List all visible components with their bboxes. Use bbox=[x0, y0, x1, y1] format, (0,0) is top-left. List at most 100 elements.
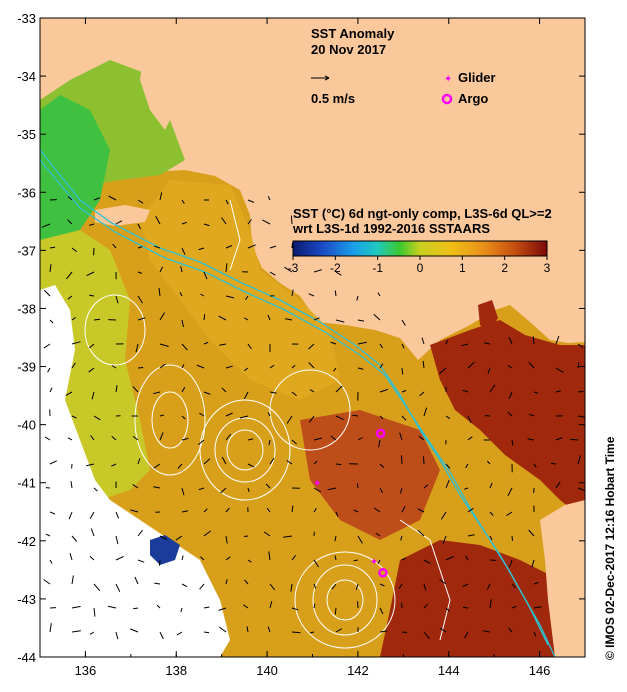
current-vector bbox=[511, 535, 513, 541]
current-vector bbox=[313, 437, 323, 441]
current-vector bbox=[357, 341, 367, 345]
current-vector bbox=[130, 628, 139, 633]
current-vector bbox=[219, 343, 227, 346]
current-vector bbox=[243, 391, 249, 400]
current-vector bbox=[423, 603, 429, 609]
x-tick-label: 146 bbox=[529, 663, 551, 678]
current-vector bbox=[286, 460, 293, 465]
current-vector bbox=[577, 487, 585, 492]
anomaly-hot-region-east bbox=[430, 320, 585, 520]
current-vector bbox=[199, 412, 205, 417]
current-vector bbox=[247, 559, 252, 563]
current-vector bbox=[181, 386, 186, 393]
current-vector bbox=[401, 367, 404, 375]
current-vector bbox=[399, 487, 403, 494]
current-vector bbox=[532, 336, 535, 345]
current-vector bbox=[159, 414, 165, 417]
current-vector bbox=[86, 271, 95, 277]
current-vector bbox=[203, 530, 212, 537]
current-vector bbox=[71, 247, 78, 253]
current-vector bbox=[199, 583, 205, 590]
current-vector bbox=[88, 367, 95, 373]
current-vector bbox=[379, 487, 383, 494]
eddy-contours bbox=[84, 199, 451, 649]
x-tick-label: 138 bbox=[165, 663, 187, 678]
current-vector bbox=[462, 583, 469, 588]
current-vector bbox=[132, 386, 139, 393]
current-vector bbox=[401, 343, 405, 349]
current-vector bbox=[112, 243, 117, 249]
current-vector bbox=[487, 367, 491, 374]
y-tick-label: -40 bbox=[17, 418, 36, 433]
current-vector bbox=[71, 575, 74, 585]
current-vector bbox=[440, 511, 447, 520]
anomaly-green-gulf bbox=[40, 95, 110, 245]
current-vector bbox=[90, 528, 95, 537]
current-vector bbox=[269, 457, 275, 465]
current-vector bbox=[159, 343, 169, 347]
current-vector bbox=[43, 343, 51, 349]
argo-marker bbox=[375, 428, 386, 439]
current-vector bbox=[137, 223, 141, 230]
current-vector bbox=[153, 486, 161, 489]
current-vector bbox=[291, 505, 294, 513]
current-vector bbox=[423, 583, 427, 591]
current-vector bbox=[181, 555, 184, 561]
current-vector bbox=[71, 341, 81, 345]
current-vector bbox=[155, 215, 161, 225]
current-vector bbox=[291, 439, 297, 445]
current-vector bbox=[489, 384, 496, 393]
current-vector bbox=[198, 247, 205, 251]
current-vector bbox=[373, 507, 381, 513]
current-vector bbox=[375, 532, 381, 537]
current-vector bbox=[309, 415, 315, 423]
y-tick-label: -38 bbox=[17, 301, 36, 316]
current-vector bbox=[401, 602, 403, 609]
current-vector bbox=[159, 363, 166, 369]
current-vector bbox=[218, 315, 227, 321]
current-vector bbox=[181, 510, 189, 513]
current-vector bbox=[67, 219, 73, 225]
current-vector bbox=[268, 551, 271, 561]
current-vector bbox=[423, 407, 428, 417]
current-vector bbox=[45, 533, 51, 537]
current-vector bbox=[379, 583, 385, 587]
current-vector bbox=[89, 511, 95, 519]
current-vector bbox=[511, 605, 517, 609]
land-king-island bbox=[478, 300, 498, 332]
current-vector bbox=[159, 192, 163, 201]
current-vector bbox=[181, 221, 188, 225]
current-vector bbox=[313, 317, 320, 321]
current-vector bbox=[577, 362, 580, 369]
current-vector bbox=[71, 535, 78, 542]
current-vector bbox=[269, 391, 277, 394]
current-vector bbox=[290, 583, 293, 592]
current-vector bbox=[203, 271, 208, 280]
current-vector bbox=[181, 437, 189, 441]
y-axis: -33-34-35-36-37-38-39-40-41-42-43-44 bbox=[17, 11, 585, 665]
current-vector bbox=[373, 313, 381, 321]
current-vector bbox=[398, 583, 403, 589]
current-vector bbox=[268, 439, 271, 446]
current-vector bbox=[269, 600, 273, 609]
current-vector bbox=[442, 535, 447, 544]
current-vector bbox=[47, 367, 51, 373]
current-vector bbox=[86, 463, 95, 467]
y-tick-label: -39 bbox=[17, 360, 36, 375]
current-vector bbox=[225, 556, 231, 561]
current-vector bbox=[379, 363, 384, 369]
current-vector bbox=[159, 631, 164, 640]
current-vector bbox=[511, 439, 514, 446]
current-vector bbox=[418, 435, 425, 441]
y-tick-label: -44 bbox=[17, 650, 36, 665]
current-vector bbox=[89, 343, 95, 349]
current-vector bbox=[269, 583, 276, 591]
current-vector bbox=[291, 289, 294, 297]
current-vector bbox=[313, 460, 318, 465]
colorbar-title-line1: SST (°C) 6d ngt-only comp, L3S-6d QL>=2 bbox=[293, 206, 552, 221]
current-vector bbox=[267, 412, 271, 417]
current-vector bbox=[334, 535, 337, 542]
current-vector bbox=[181, 199, 185, 204]
current-vector bbox=[153, 463, 161, 469]
